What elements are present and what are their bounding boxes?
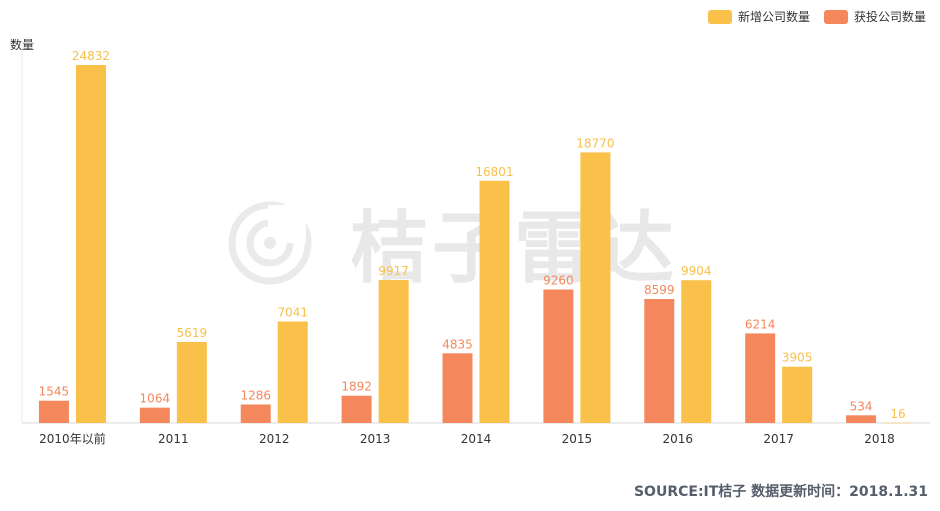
bar-funded-4[interactable] — [442, 353, 473, 423]
y-axis-label: 数量 — [10, 38, 35, 52]
value-label-funded-6: 8599 — [644, 283, 675, 297]
bar-new-6[interactable] — [681, 280, 712, 423]
bars-group — [38, 65, 914, 424]
bar-new-3[interactable] — [378, 280, 409, 423]
bar-funded-7[interactable] — [745, 333, 776, 423]
value-labels-group: 1545248321064561912867041189299174835168… — [39, 49, 906, 421]
x-tick-label-6: 2016 — [663, 432, 694, 446]
legend-label-new-companies: 新增公司数量 — [737, 10, 810, 24]
source-note: SOURCE:IT桔子 数据更新时间：2018.1.31 — [633, 484, 928, 500]
x-tick-label-0: 2010年以前 — [39, 431, 106, 446]
legend-item-new-companies[interactable]: 新增公司数量 — [707, 8, 810, 25]
value-label-funded-8: 534 — [850, 399, 873, 413]
legend-label-funded-companies: 获投公司数量 — [853, 10, 926, 24]
value-label-funded-4: 4835 — [442, 337, 473, 351]
bar-new-0[interactable] — [75, 65, 106, 423]
legend-swatch-new-companies — [707, 9, 732, 24]
bar-funded-0[interactable] — [38, 400, 69, 423]
bar-new-4[interactable] — [479, 180, 510, 423]
value-label-new-5: 18770 — [576, 136, 614, 150]
x-tick-label-3: 2013 — [360, 432, 391, 446]
x-tick-label-5: 2015 — [562, 432, 593, 446]
value-label-new-6: 9904 — [681, 264, 712, 278]
x-tick-label-2: 2012 — [259, 432, 290, 446]
value-label-funded-3: 1892 — [341, 380, 372, 394]
value-label-new-8: 16 — [890, 407, 905, 421]
watermark-text: 桔子雷达 — [350, 204, 678, 294]
value-label-new-4: 16801 — [475, 165, 513, 179]
bar-funded-8[interactable] — [846, 415, 877, 423]
bar-funded-5[interactable] — [543, 289, 574, 423]
legend: 新增公司数量 获投公司数量 — [707, 8, 926, 25]
value-label-funded-7: 6214 — [745, 317, 776, 331]
x-tick-label-7: 2017 — [763, 432, 794, 446]
bar-new-1[interactable] — [176, 341, 207, 423]
value-label-new-1: 5619 — [177, 326, 208, 340]
bar-new-2[interactable] — [277, 321, 308, 423]
watermark: 桔子雷达 — [228, 201, 678, 294]
value-label-new-3: 9917 — [378, 264, 409, 278]
value-label-funded-5: 9260 — [543, 273, 574, 287]
legend-item-funded-companies[interactable]: 获投公司数量 — [823, 8, 926, 25]
bar-funded-1[interactable] — [139, 407, 170, 423]
bar-funded-6[interactable] — [644, 299, 675, 423]
value-label-new-2: 7041 — [277, 305, 308, 319]
bar-funded-2[interactable] — [240, 404, 271, 423]
x-tick-label-4: 2014 — [461, 432, 492, 446]
value-label-funded-2: 1286 — [240, 388, 271, 402]
value-label-new-0: 24832 — [72, 49, 110, 63]
value-label-funded-0: 1545 — [39, 385, 70, 399]
x-tick-label-1: 2011 — [158, 432, 189, 446]
value-label-new-7: 3905 — [782, 351, 813, 365]
bar-funded-3[interactable] — [341, 395, 372, 423]
x-tick-label-8: 2018 — [864, 432, 895, 446]
x-tick-labels-group: 2010年以前 2011 2012 2013 2014 2015 2016 2017 2018 — [39, 431, 895, 446]
bar-new-8[interactable] — [883, 422, 914, 424]
bar-new-5[interactable] — [580, 152, 611, 423]
value-label-funded-1: 1064 — [140, 392, 171, 406]
bar-new-7[interactable] — [782, 366, 813, 423]
legend-swatch-funded-companies — [823, 9, 848, 24]
